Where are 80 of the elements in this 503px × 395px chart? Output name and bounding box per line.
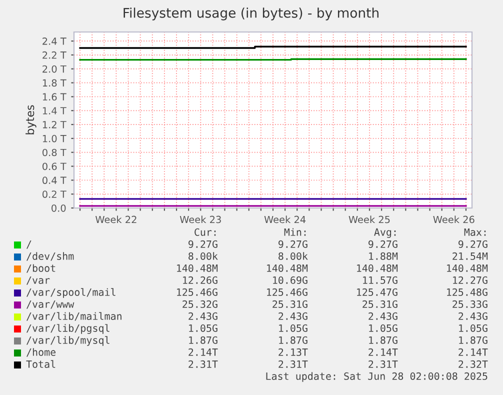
legend-label: /var/lib/mysql <box>26 336 110 346</box>
text: 140.48M <box>177 264 218 272</box>
text: 9.27G <box>368 240 398 248</box>
text: 8.00k <box>278 252 308 260</box>
text: 9.27G <box>458 240 488 248</box>
text: 1.88M <box>369 252 398 260</box>
text: 2.14T <box>188 348 218 356</box>
text: 25.32G <box>182 300 218 308</box>
text: 2.43G <box>278 312 308 320</box>
legend-label: /boot <box>26 264 56 273</box>
legend-label: /var/www <box>26 300 74 309</box>
legend-label: /var/spool/mail <box>26 288 116 298</box>
x-tick-label: Week 23 <box>180 216 221 224</box>
x-tick-label: Week 26 <box>433 216 474 224</box>
y-tick-label: 2.2 T <box>42 51 66 59</box>
y-tick-label: 0.2 T <box>42 190 66 198</box>
text: 2.43G <box>368 312 398 320</box>
text: 140.48M <box>267 264 308 272</box>
y-tick-label: 0.0 <box>52 204 66 212</box>
text: 140.48M <box>447 264 488 272</box>
text: 2.14T <box>368 348 398 356</box>
legend-label: /var/lib/mailman <box>26 312 122 321</box>
text: Max: <box>464 228 486 236</box>
legend-label: /home <box>26 348 56 357</box>
text: 2.31T <box>188 360 218 368</box>
text: 140.48M <box>357 264 398 272</box>
legend-label: / <box>26 240 32 249</box>
text: 2.32T <box>458 360 488 368</box>
x-tick-label: Week 22 <box>95 216 136 224</box>
text: Min: <box>284 228 306 236</box>
y-tick-label: 1.4 T <box>42 107 66 114</box>
text: 1.05G <box>369 324 398 332</box>
y-tick-label: 2.4 T <box>42 38 66 45</box>
text: 2.43G <box>188 312 218 320</box>
legend-label: /var <box>26 276 50 285</box>
chart-title: Filesystem usage (in bytes) - by month <box>124 8 378 20</box>
text: 1.87G <box>459 336 488 344</box>
text: 2.31T <box>368 360 398 368</box>
text: 2.43G <box>458 312 488 320</box>
text: Avg: <box>374 228 396 238</box>
legend-label: /var/lib/pgsql <box>26 324 110 334</box>
text: 25.33G <box>452 300 488 308</box>
y-tick-label: 1.8 T <box>42 79 66 87</box>
x-tick-label: Week 24 <box>264 216 306 224</box>
text: Cur: <box>194 228 216 236</box>
text: 25.31G <box>272 300 308 308</box>
text: 1.05G <box>189 324 218 332</box>
text: 125.48G <box>447 288 488 296</box>
y-tick-label: 2.0 T <box>42 65 66 73</box>
text: 21.54M <box>452 252 488 260</box>
text: 1.87G <box>369 336 398 344</box>
y-axis-title: bytes <box>26 105 36 134</box>
legend-label: /dev/shm <box>26 252 74 261</box>
text: 1.87G <box>279 336 308 344</box>
text: 125.46G <box>267 288 308 296</box>
y-tick-label: 0.8 T <box>42 148 66 156</box>
x-tick-label: Week 25 <box>348 216 390 224</box>
y-tick-label: 0.4 T <box>42 176 66 184</box>
y-tick-label: 0.6 T <box>42 162 66 170</box>
text: 8.00k <box>188 252 218 260</box>
y-tick-label: 1.0 T <box>42 134 66 142</box>
text: 1.05G <box>459 324 488 332</box>
text: 125.46G <box>177 288 218 296</box>
text: 9.27G <box>188 240 218 248</box>
text: 12.26G <box>183 276 218 284</box>
text: 125.47G <box>357 288 398 296</box>
text: 25.31G <box>362 300 398 308</box>
text: Last update: Sat Jun 28 02:00:08 2025 <box>266 372 488 382</box>
text: 2.14T <box>458 348 488 356</box>
text: 1.87G <box>189 336 218 344</box>
y-tick-label: 1.2 T <box>42 121 66 128</box>
legend-label: Total <box>26 360 56 368</box>
text: 10.69G <box>273 276 308 284</box>
text: 2.31T <box>278 360 308 368</box>
text: 1.05G <box>279 324 308 332</box>
text: 11.57G <box>363 276 398 284</box>
text: 12.27G <box>453 276 488 284</box>
text: 2.13T <box>278 348 308 356</box>
y-tick-label: 1.6 T <box>42 93 66 101</box>
text: 9.27G <box>278 240 308 248</box>
